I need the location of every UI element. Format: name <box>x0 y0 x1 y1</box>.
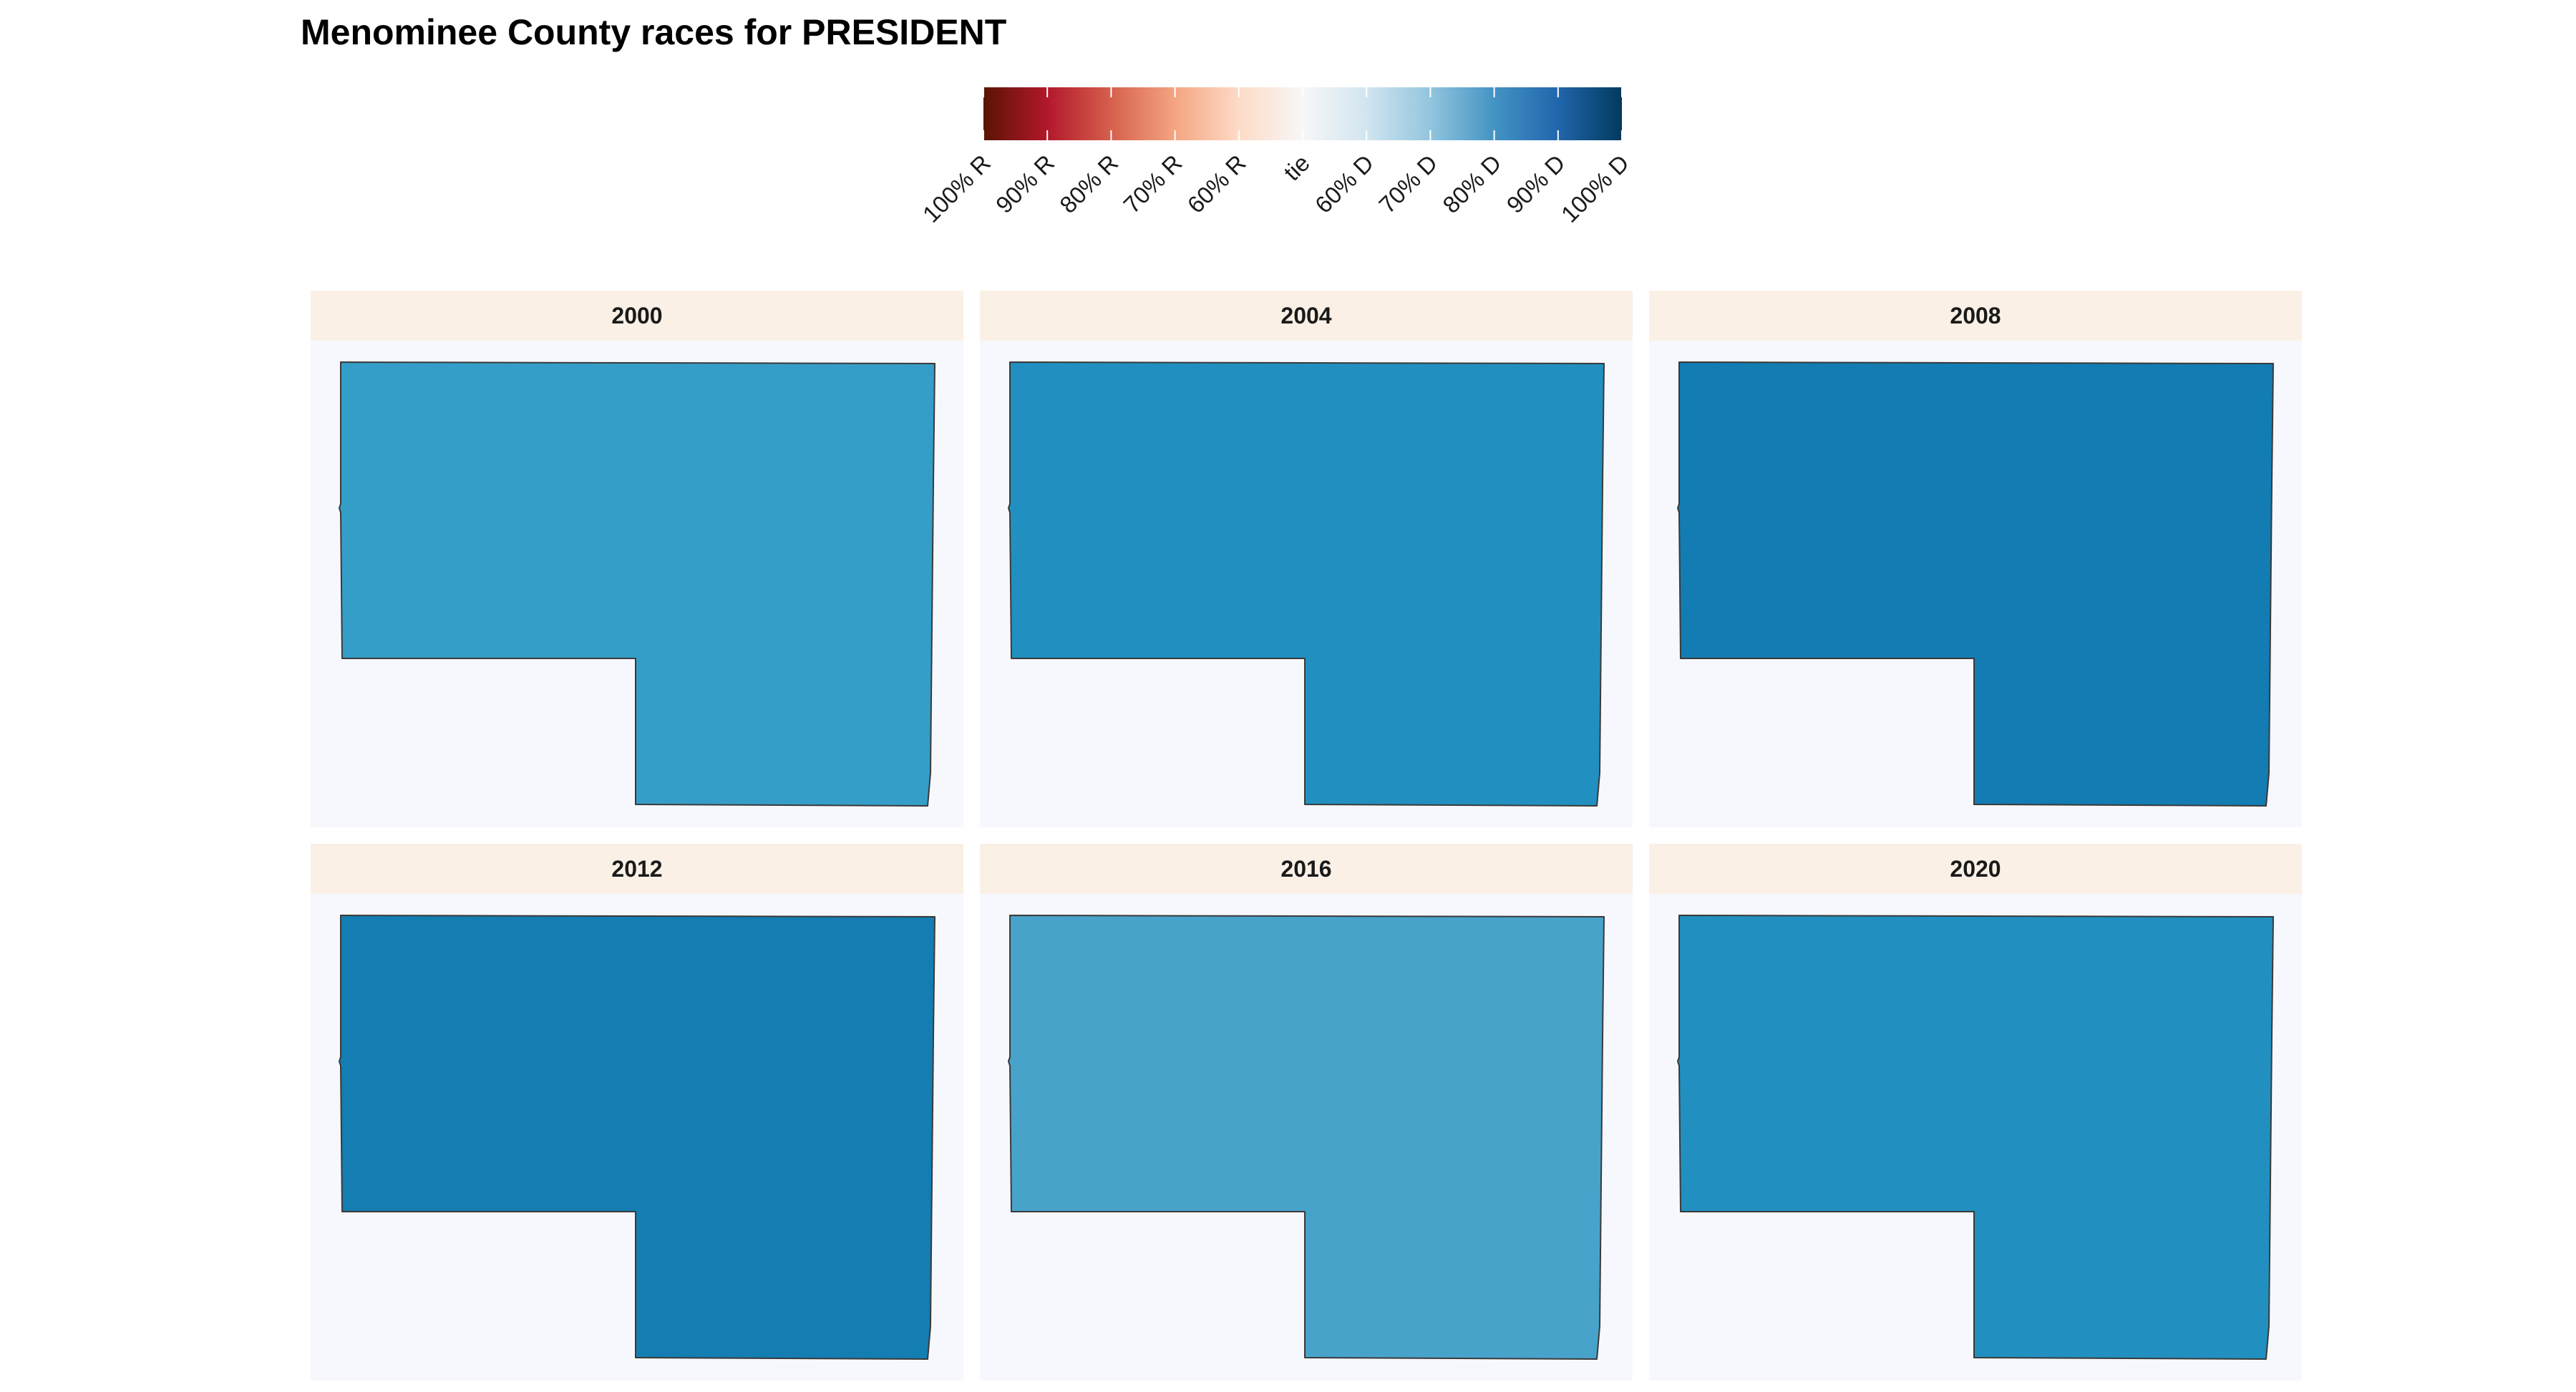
county-shape <box>1008 915 1605 1360</box>
facet-strip <box>311 291 963 341</box>
legend-tick-label: 80% R <box>1054 150 1123 218</box>
facet-panel-2016: 2016 <box>980 844 1633 1381</box>
figure-title: Menominee County races for PRESIDENT <box>301 12 1006 52</box>
facet-strip <box>980 291 1633 341</box>
legend-tick-label: 90% R <box>991 150 1059 218</box>
facet-panel-2020: 2020 <box>1649 844 2302 1381</box>
facet-panel-2000: 2000 <box>311 291 963 827</box>
legend-tick-label: 80% D <box>1437 150 1506 218</box>
facet-strip <box>1649 291 2302 341</box>
county-shape <box>339 361 935 807</box>
county-shape <box>1677 915 2274 1360</box>
facet-panel-2012: 2012 <box>311 844 963 1381</box>
facet-year-label: 2016 <box>1280 856 1331 882</box>
legend-tick-label: 70% D <box>1374 150 1442 218</box>
legend-tick-label: 60% R <box>1182 150 1251 218</box>
facet-strip <box>980 844 1633 894</box>
county-shape <box>339 915 935 1360</box>
facet-strip <box>1649 844 2302 894</box>
legend-tick-marks <box>983 87 1623 140</box>
facet-year-label: 2004 <box>1280 303 1331 328</box>
legend-tick-label: 100% D <box>1556 150 1634 228</box>
facet-panel-2004: 2004 <box>980 291 1633 827</box>
county-shape <box>1677 361 2274 807</box>
facet-year-label: 2000 <box>611 303 662 328</box>
legend-tick-label: 60% D <box>1310 150 1379 218</box>
facet-year-label: 2008 <box>1950 303 2001 328</box>
facet-panel-2008: 2008 <box>1649 291 2302 827</box>
county-shape <box>1008 361 1605 807</box>
facet-panels: 2000 2004 2008 2012 2016 2020 <box>311 291 2302 1381</box>
facet-year-label: 2020 <box>1950 856 2001 882</box>
facet-strip <box>311 844 963 894</box>
legend-tick-label: 70% R <box>1118 150 1187 218</box>
facet-year-label: 2012 <box>611 856 662 882</box>
legend-tick-label: tie <box>1278 150 1315 186</box>
legend-tick-label: 100% R <box>918 150 996 228</box>
